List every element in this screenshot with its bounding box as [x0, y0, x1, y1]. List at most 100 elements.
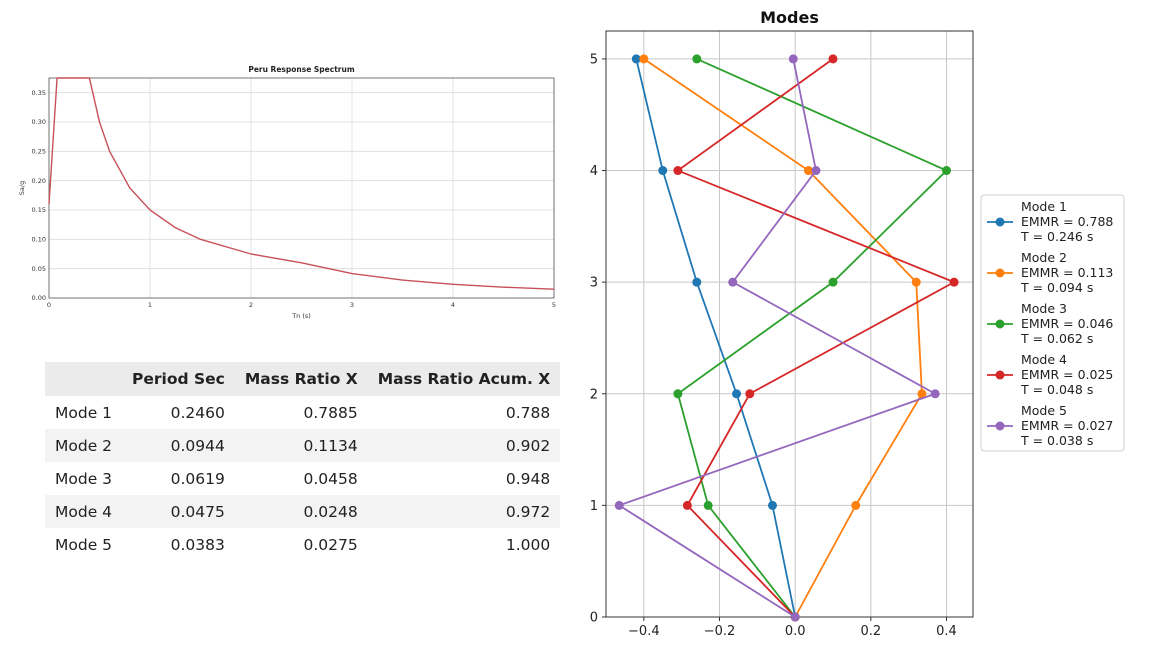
mode-3-point: [692, 54, 702, 64]
legend-entry-text: T = 0.246 s: [1020, 229, 1093, 244]
x-tick-label: −0.4: [628, 624, 660, 639]
mode-5-point: [788, 54, 798, 64]
modal-results-table: Period Sec Mass Ratio X Mass Ratio Acum.…: [45, 362, 561, 561]
table-row: Mode 1 0.2460 0.7885 0.788: [45, 396, 560, 429]
mode-4-point: [949, 277, 959, 287]
mode-1-point: [732, 389, 742, 399]
legend-entry-text: Mode 2: [1021, 250, 1067, 265]
header-cell-index: [45, 362, 123, 396]
legend-entry-text: Mode 5: [1021, 403, 1067, 418]
y-tick-label: 4: [590, 164, 598, 179]
mode-1-point: [631, 54, 641, 64]
mode-5-point: [930, 389, 940, 399]
row-label: Mode 3: [55, 469, 113, 488]
legend-entry-text: T = 0.038 s: [1020, 433, 1093, 448]
legend-marker-mode-2: [995, 268, 1005, 278]
legend-entry-text: T = 0.062 s: [1020, 331, 1093, 346]
y-tick-label: 0.30: [32, 118, 46, 126]
response-spectrum-chart: 0 1 2 3 4 5 0.00 0.05 0.10 0.15 0.20 0.25 0.30 0.35 Pe…: [18, 65, 556, 320]
header-cell-mass-ratio-acum: Mass Ratio Acum. X: [367, 362, 561, 396]
chart-title: Modes: [760, 8, 819, 27]
mass-ratio-acum-cell: 0.972: [367, 495, 561, 528]
x-tick-label: 0.0: [785, 624, 806, 639]
legend-entry-text: Mode 4: [1021, 352, 1067, 367]
y-tick-label: 0.10: [32, 236, 46, 244]
y-tick-label: 0.05: [32, 265, 46, 273]
x-tick-label: 2: [249, 301, 253, 309]
x-tick-label: 3: [350, 301, 354, 309]
mode-2-line: [643, 58, 923, 618]
legend-entry-text: EMMR = 0.025: [1021, 367, 1113, 382]
table-row: Mode 4 0.0475 0.0248 0.972: [45, 495, 561, 528]
mass-ratio-cell: 0.1134: [234, 429, 368, 462]
mode-4-point: [828, 54, 838, 64]
legend-entry-text: EMMR = 0.113: [1021, 265, 1113, 280]
mode-3-point: [942, 166, 952, 176]
legend-entry-text: T = 0.048 s: [1020, 382, 1093, 397]
x-tick-label: 5: [552, 301, 556, 309]
legend-marker-mode-1: [995, 217, 1005, 227]
table-row: Mode 5 0.0383 0.0275 1.000: [45, 528, 560, 561]
table-header-row: Period Sec Mass Ratio X Mass Ratio Acum.…: [45, 362, 561, 396]
y-tick-label: 0.15: [32, 206, 46, 214]
mode-4-line: [676, 58, 957, 618]
mode-1-point: [658, 166, 668, 176]
y-tick-label: 2: [590, 387, 598, 402]
mode-2-point: [639, 54, 649, 64]
spectrum-line: [48, 77, 555, 290]
row-label: Mode 1: [55, 403, 113, 422]
row-label: Mode 2: [45, 429, 123, 462]
mode-2-point: [851, 500, 861, 510]
x-axis-label: Tn (s): [291, 312, 311, 320]
legend-marker-mode-5: [995, 421, 1005, 431]
legend-marker-mode-4: [995, 370, 1005, 380]
y-tick-label: 5: [590, 52, 598, 67]
x-tick-label: −0.2: [704, 624, 736, 639]
y-axis-label: Sa/g: [18, 181, 26, 195]
period-cell: 0.0619: [170, 469, 225, 488]
chart-title: Peru Response Spectrum: [248, 65, 355, 74]
mass-ratio-cell: 0.0458: [303, 469, 358, 488]
legend-entry-text: Mode 1: [1021, 199, 1067, 214]
mode-3-line: [676, 58, 949, 618]
y-tick-label: 0.25: [32, 148, 46, 156]
mass-ratio-cell: 0.0248: [234, 495, 368, 528]
period-cell: 0.2460: [170, 403, 225, 422]
mode-3-point: [673, 389, 683, 399]
mode-2-point: [803, 166, 813, 176]
y-tick-label: 0.20: [32, 177, 46, 185]
mode-1-point: [767, 500, 777, 510]
mode-3-point: [828, 277, 838, 287]
mass-ratio-acum-cell: 1.000: [505, 535, 551, 554]
legend-box: [980, 194, 1125, 452]
header-cell-period: Period Sec: [122, 362, 235, 396]
mode-2-point: [917, 389, 927, 399]
x-tick-label: 4: [451, 301, 455, 309]
mass-ratio-cell: 0.7885: [303, 403, 358, 422]
period-cell: 0.0383: [170, 535, 225, 554]
mass-ratio-cell: 0.0275: [303, 535, 358, 554]
mass-ratio-acum-cell: 0.902: [367, 429, 561, 462]
row-label: Mode 5: [55, 535, 113, 554]
mode-1-line: [635, 58, 797, 618]
mode-1-point: [692, 277, 702, 287]
legend-entry-text: EMMR = 0.788: [1021, 214, 1113, 229]
period-cell: 0.0944: [122, 429, 235, 462]
y-tick-label: 1: [590, 499, 598, 514]
plot-frame: [605, 30, 974, 618]
header-cell-mass-ratio: Mass Ratio X: [234, 362, 368, 396]
y-tick-label: 0.00: [32, 294, 46, 302]
x-tick-label: 1: [148, 301, 152, 309]
mass-ratio-acum-cell: 0.948: [505, 469, 551, 488]
y-tick-label: 0: [590, 611, 598, 626]
mode-2-point: [911, 277, 921, 287]
y-tick-label: 3: [590, 276, 598, 291]
legend-entry-text: T = 0.094 s: [1020, 280, 1093, 295]
plot-frame: [48, 77, 555, 299]
mode-5-point: [811, 166, 821, 176]
table-row: Mode 3 0.0619 0.0458 0.948: [45, 462, 560, 495]
legend-entry-text: EMMR = 0.027: [1021, 418, 1113, 433]
mode-5-line: [617, 58, 938, 618]
y-tick-label: 0.35: [32, 89, 46, 97]
